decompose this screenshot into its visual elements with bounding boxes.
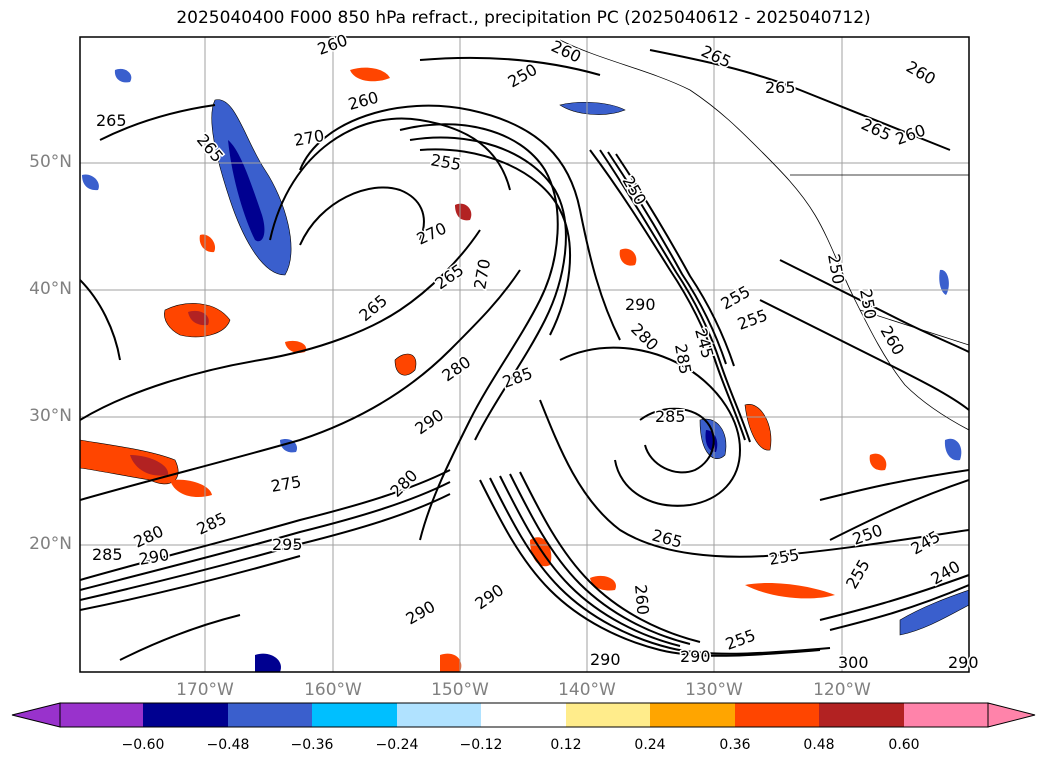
colorbar-segment bbox=[819, 703, 904, 727]
lon-label-150w: 150°W bbox=[431, 680, 489, 700]
lat-label-50n: 50°N bbox=[29, 152, 72, 172]
colorbar-segment bbox=[904, 703, 988, 727]
colorbar-extend-max bbox=[987, 702, 1036, 728]
colorbar-tick-label: 0.36 bbox=[719, 737, 751, 753]
lat-label-30n: 30°N bbox=[29, 406, 72, 426]
colorbar-segment bbox=[650, 703, 735, 727]
colorbar-segment bbox=[397, 703, 481, 727]
lat-label-40n: 40°N bbox=[29, 279, 72, 299]
colorbar-tick-label: −0.36 bbox=[290, 737, 334, 753]
colorbar-segment bbox=[60, 703, 143, 727]
colorbar-segment bbox=[143, 703, 228, 727]
contour-label: 265 bbox=[765, 78, 796, 97]
contour-label: 295 bbox=[272, 535, 303, 554]
contour-label: 285 bbox=[655, 407, 686, 426]
lon-label-160w: 160°W bbox=[304, 680, 362, 700]
lon-label-170w: 170°W bbox=[176, 680, 234, 700]
colorbar-tick-label: 0.48 bbox=[803, 737, 835, 753]
lon-label-130w: 130°W bbox=[685, 680, 743, 700]
plot-frame bbox=[79, 36, 970, 673]
contour-label: 290 bbox=[625, 295, 656, 314]
lon-label-120w: 120°W bbox=[813, 680, 871, 700]
map-title: 2025040400 F000 850 hPa refract., precip… bbox=[176, 8, 871, 28]
colorbar-tick-label: 0.12 bbox=[550, 737, 582, 753]
map-content bbox=[80, 37, 969, 672]
contour-label: 290 bbox=[590, 650, 621, 669]
contour-label: 290 bbox=[680, 647, 711, 666]
contour-label: 290 bbox=[948, 653, 979, 672]
lon-label-140w: 140°W bbox=[558, 680, 616, 700]
colorbar-segment bbox=[312, 703, 397, 727]
colorbar-segment bbox=[735, 703, 819, 727]
colorbar-frame bbox=[59, 702, 989, 728]
colorbar-segment bbox=[566, 703, 650, 727]
colorbar-tick-label: −0.48 bbox=[206, 737, 250, 753]
colorbar-tick-label: −0.12 bbox=[459, 737, 503, 753]
refractivity-contours bbox=[80, 49, 969, 661]
colorbar-tick-label: 0.24 bbox=[634, 737, 666, 753]
contour-label: 300 bbox=[838, 653, 869, 672]
contour-label: 260 bbox=[631, 584, 653, 616]
lat-label-20n: 20°N bbox=[29, 534, 72, 554]
colorbar-tick-label: −0.24 bbox=[375, 737, 419, 753]
colorbar-extend-min bbox=[11, 702, 61, 728]
contour-label: 285 bbox=[92, 545, 123, 564]
colorbar-tick-label: 0.60 bbox=[888, 737, 920, 753]
colorbar-segment bbox=[481, 703, 566, 727]
contour-label: 265 bbox=[96, 111, 127, 130]
colorbar bbox=[11, 702, 1036, 728]
colorbar-tick-label: −0.60 bbox=[121, 737, 165, 753]
colorbar-segment bbox=[228, 703, 312, 727]
